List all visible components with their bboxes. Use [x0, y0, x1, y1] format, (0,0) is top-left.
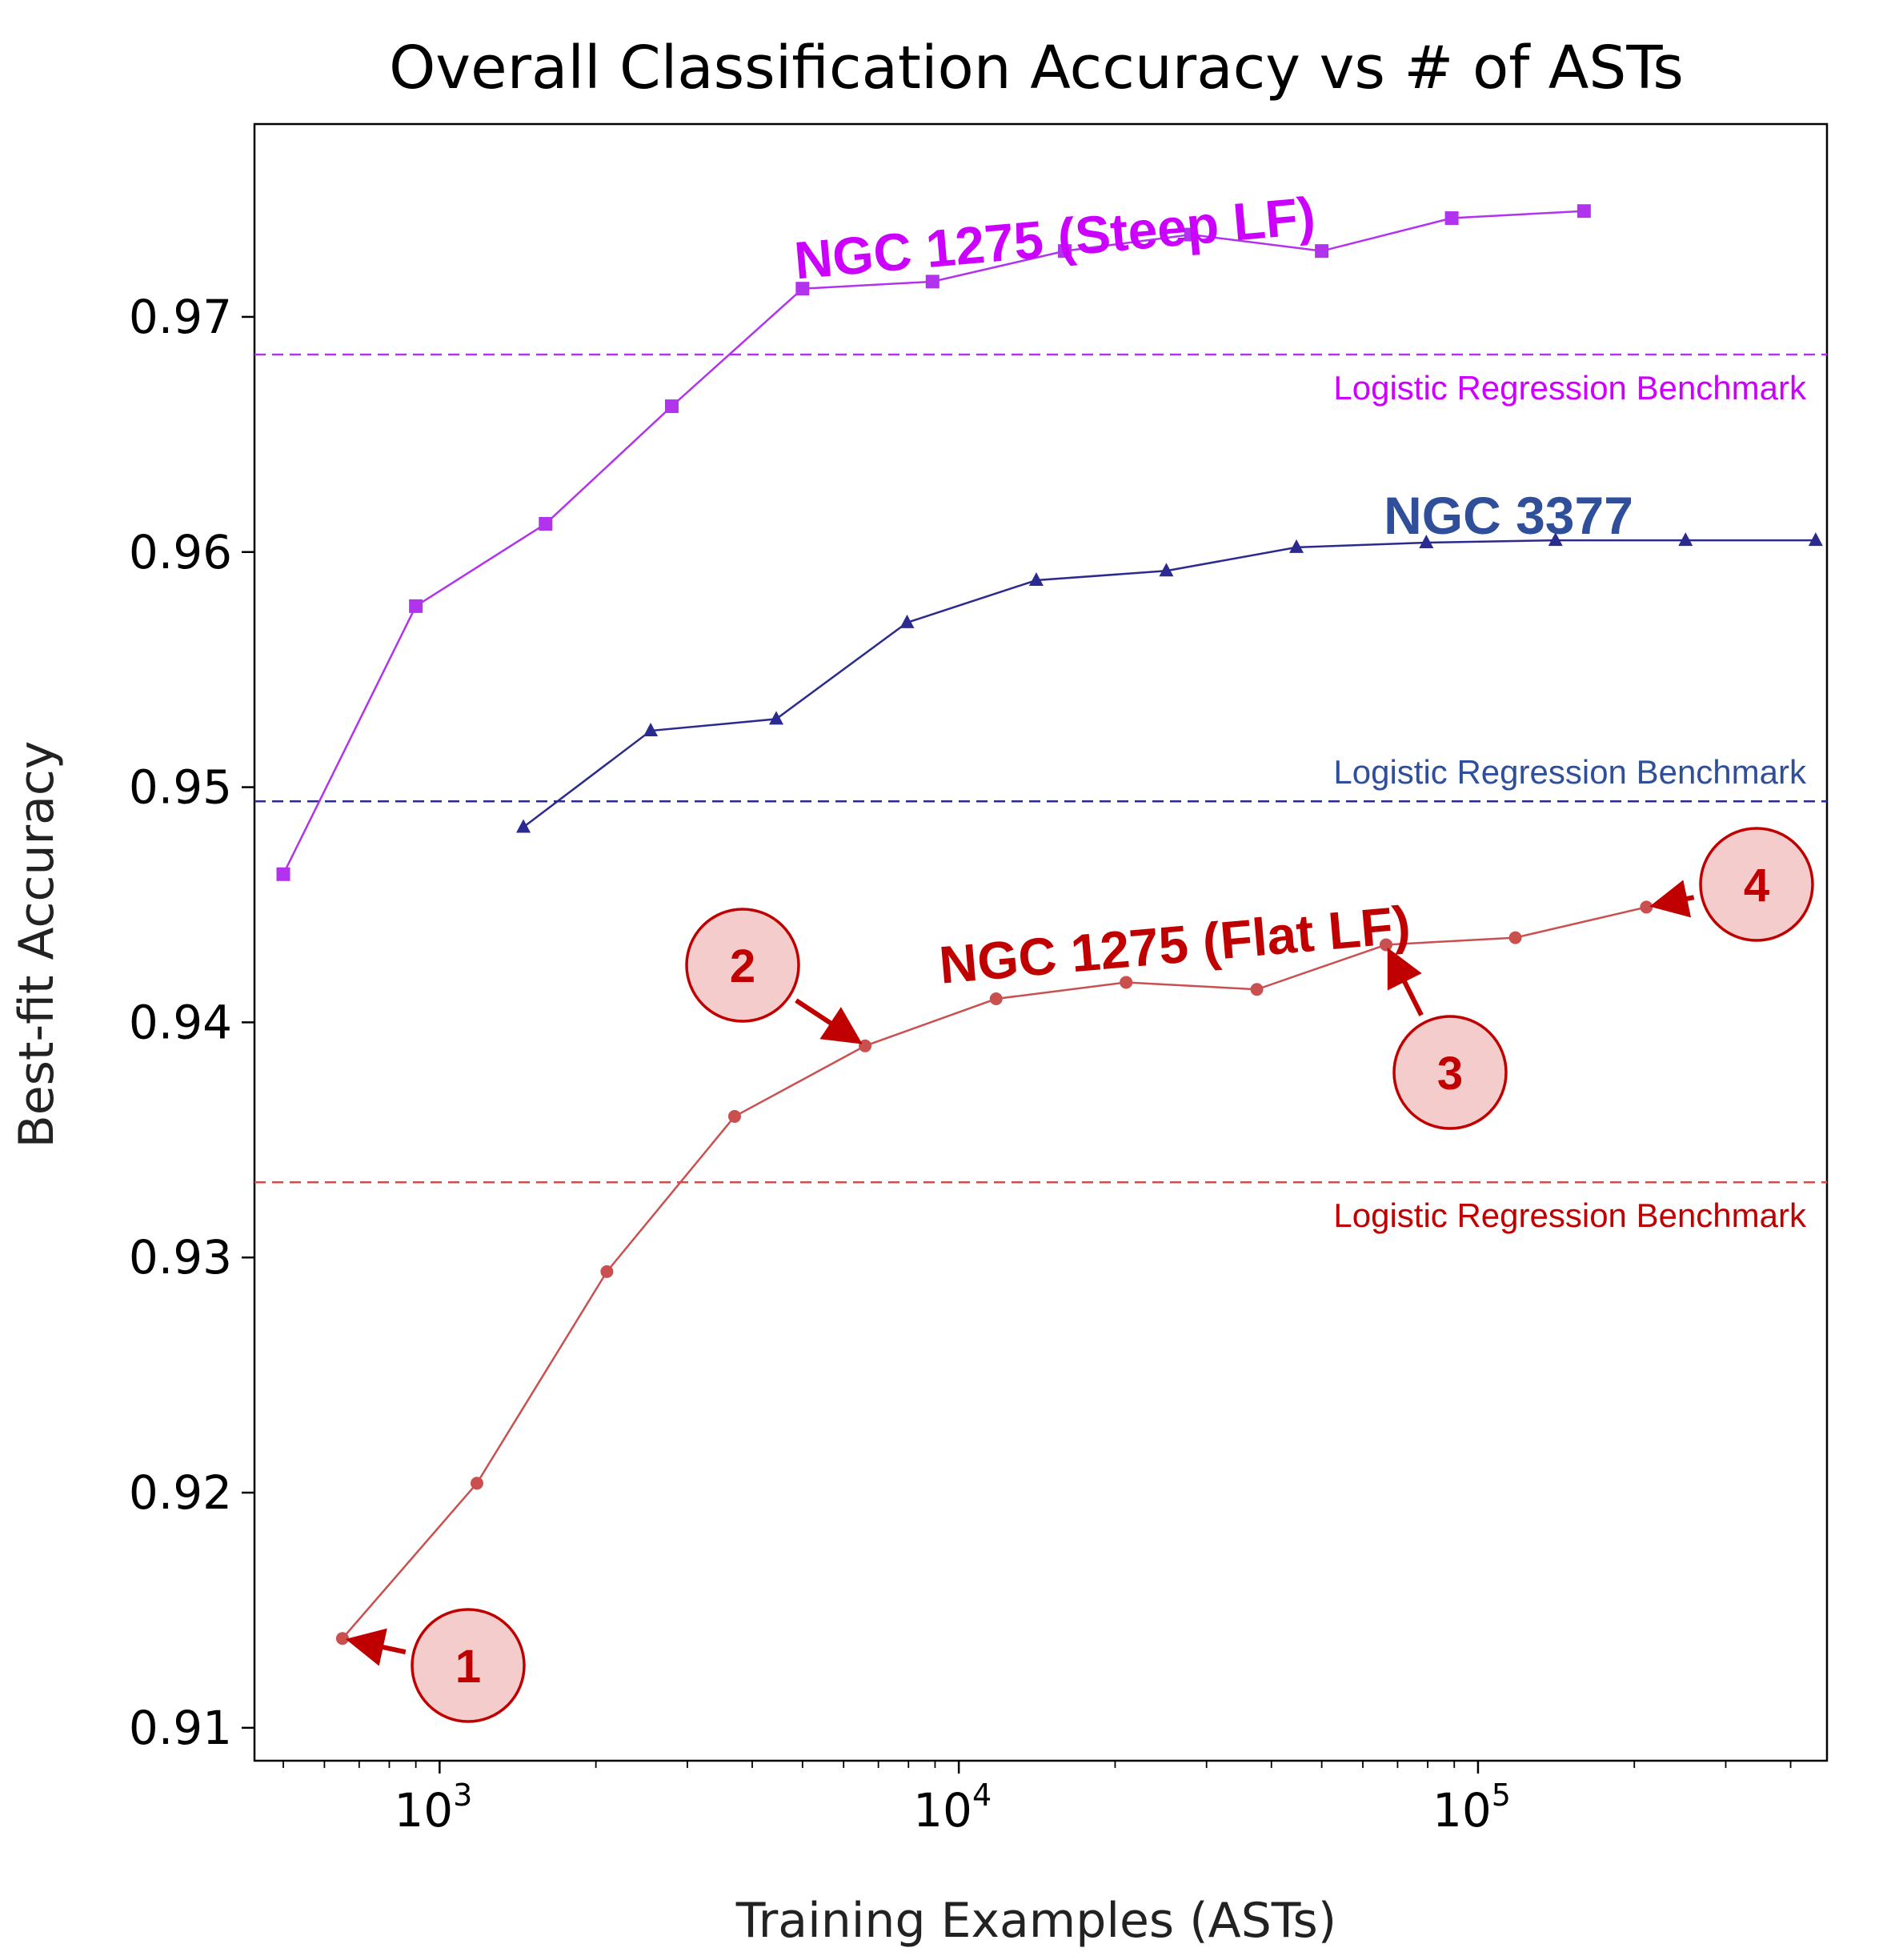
- series-annotation: NGC 1275 (Flat LF): [937, 894, 1413, 994]
- callout-circle: [411, 1608, 526, 1723]
- callout-circle: [685, 908, 800, 1023]
- data-point-square: [795, 282, 810, 296]
- data-point-circle: [1120, 976, 1133, 989]
- data-point-square: [664, 399, 679, 414]
- callout-arrow: [345, 1628, 407, 1666]
- x-tick-label: 103: [394, 1778, 472, 1838]
- series-annotation: NGC 3377: [1384, 486, 1633, 545]
- callout-arrow: [1387, 948, 1424, 1016]
- data-point-circle: [859, 1039, 872, 1052]
- y-tick-label: 0.94: [129, 995, 232, 1049]
- data-point-circle: [1640, 900, 1653, 914]
- plot-frame: [253, 122, 1829, 1762]
- benchmark-label: Logistic Regression Benchmark: [1333, 369, 1807, 407]
- x-tick-label: 105: [1432, 1778, 1511, 1838]
- callout-arrow: [1649, 880, 1695, 918]
- y-tick-label: 0.92: [129, 1465, 232, 1520]
- callout-number: 1: [455, 1641, 481, 1693]
- data-point-triangle: [1419, 535, 1434, 549]
- data-point-circle: [600, 1265, 614, 1278]
- callout-number: 3: [1437, 1048, 1463, 1100]
- data-point-square: [1058, 244, 1072, 259]
- benchmark-label: Logistic Regression Benchmark: [1333, 1196, 1807, 1234]
- callout-arrow: [795, 998, 863, 1044]
- y-tick-label: 0.93: [129, 1230, 232, 1285]
- data-point-triangle: [1678, 532, 1693, 547]
- data-point-triangle: [516, 819, 531, 833]
- plot-area: 0.91 0.92 0.93 0.94 0.95 0.96 0.97 103 104 105 Log…: [129, 122, 1829, 1838]
- data-point-circle: [470, 1477, 483, 1490]
- data-point-square: [1444, 211, 1459, 226]
- data-point-triangle: [1159, 563, 1174, 577]
- data-point-square: [276, 867, 290, 881]
- x-axis-label: Training Examples (ASTs): [735, 1893, 1336, 1949]
- callout-number: 4: [1744, 860, 1769, 912]
- data-point-triangle: [1289, 539, 1304, 553]
- data-point-triangle: [1028, 572, 1044, 587]
- callout-number: 2: [730, 940, 755, 992]
- data-point-triangle: [1808, 532, 1823, 547]
- data-point-circle: [335, 1632, 349, 1645]
- data-point-triangle: [768, 711, 783, 725]
- x-tick-label: 104: [913, 1778, 992, 1838]
- data-point-square: [1577, 204, 1591, 218]
- data-point-circle: [989, 992, 1003, 1006]
- data-point-circle: [1250, 983, 1264, 996]
- data-point-triangle: [1548, 532, 1563, 547]
- y-tick-label: 0.91: [129, 1701, 232, 1755]
- data-point-square: [409, 599, 423, 613]
- data-point-triangle: [643, 723, 659, 737]
- series-annotation: NGC 1275 (Steep LF): [792, 186, 1318, 291]
- data-point-square: [1315, 244, 1329, 259]
- y-tick-label: 0.95: [129, 760, 232, 815]
- data-point-triangle: [899, 614, 915, 628]
- data-point-circle: [727, 1109, 741, 1123]
- y-tick-label: 0.96: [129, 525, 232, 579]
- data-point-square: [1184, 227, 1198, 242]
- callout-circle: [1392, 1015, 1508, 1130]
- y-axis-label: Best-fit Accuracy: [9, 741, 65, 1148]
- chart-title: Overall Classification Accuracy vs # of …: [389, 34, 1684, 102]
- data-point-square: [925, 275, 939, 289]
- y-tick-label: 0.97: [129, 290, 232, 344]
- data-point-circle: [1508, 931, 1522, 944]
- data-point-square: [539, 516, 553, 531]
- benchmark-label: Logistic Regression Benchmark: [1333, 753, 1807, 791]
- callout-circle: [1699, 827, 1814, 942]
